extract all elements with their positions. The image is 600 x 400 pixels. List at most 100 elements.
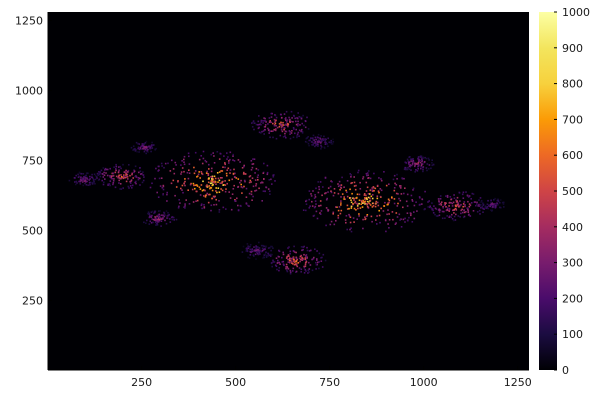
heatmap-cell [286,119,289,121]
heatmap-cell [228,160,230,162]
heatmap-cell [349,173,351,175]
heatmap-cell [365,194,367,197]
heatmap-cell [357,207,359,210]
heatmap-cell [109,167,111,170]
heatmap-cell [349,228,351,231]
heatmap-cell [150,222,153,224]
heatmap-cell [193,172,196,175]
heatmap-cell [405,161,407,164]
heatmap-cell [302,257,304,260]
heatmap-cell [154,148,156,151]
heatmap-cell [310,249,312,252]
heatmap-cell [312,137,314,139]
heatmap-cell [461,208,463,211]
heatmap-cell [224,162,226,164]
heatmap-cell [203,195,205,197]
heatmap-cell [201,207,203,210]
heatmap-cell [93,182,95,185]
heatmap-cell [87,184,90,186]
heatmap-cell [145,146,147,148]
heatmap-cell [264,246,267,248]
heatmap-cell [261,249,264,252]
heatmap-cell [435,215,438,217]
heatmap-cell [143,176,145,178]
heatmap-cell [107,183,109,186]
heatmap-cell [183,170,185,173]
heatmap-cell [133,171,135,174]
heatmap-cell [367,170,370,172]
heatmap-cell [237,209,240,212]
heatmap-cell [501,201,504,204]
heatmap-cell [146,219,148,222]
heatmap-cell [184,205,186,207]
heatmap-cell [296,265,299,268]
heatmap-cell [358,213,360,215]
heatmap-cell [400,193,403,195]
heatmap-cell [387,202,389,204]
heatmap-cell [289,137,292,140]
heatmap-cell [379,221,381,224]
heatmap-cell [308,268,311,270]
heatmap-cell [172,168,175,170]
heatmap-cell [134,147,136,150]
heatmap-cell [247,245,249,248]
heatmap-cluster [479,197,505,212]
heatmap-cell [369,197,371,199]
heatmap-cell [256,252,259,255]
heatmap-cell [249,243,252,246]
heatmap-cell [185,199,187,201]
heatmap-cell [246,250,249,253]
heatmap-cell [275,125,277,127]
heatmap-cell [456,200,458,202]
heatmap-cell [186,171,189,174]
heatmap-cell [193,166,195,169]
heatmap-cell [269,136,271,139]
heatmap-cell [285,267,287,270]
heatmap-cell [420,155,423,157]
heatmap-cell [162,217,164,220]
heatmap-cell [205,161,208,163]
heatmap-cell [130,179,133,181]
heatmap-cell [160,177,163,179]
heatmap-cell [135,180,137,183]
heatmap-cell [163,211,165,214]
heatmap-cell [363,200,366,203]
heatmap-cell [303,245,305,248]
heatmap-cell [343,196,345,198]
heatmap-cell [68,179,71,182]
heatmap-cell [298,257,301,260]
heatmap-cell [423,161,426,163]
heatmap-cell [100,169,103,172]
heatmap-cell [374,203,377,205]
heatmap-cell [248,257,251,259]
x-tick-label: 250 [131,376,152,389]
heatmap-cell [172,179,175,182]
heatmap-cell [129,185,132,187]
heatmap-cell [399,185,401,188]
heatmap-cell [267,247,270,249]
heatmap-cell [316,145,319,147]
heatmap-cell [219,182,221,184]
heatmap-cell [181,184,184,187]
heatmap-cell [464,204,466,206]
heatmap-cell [258,115,260,117]
heatmap-cell [128,164,130,166]
heatmap-cell [410,160,412,162]
heatmap-cell [291,270,294,272]
heatmap-cell [206,170,208,173]
heatmap-cell [125,180,128,183]
heatmap-cell [445,195,447,197]
heatmap-cell [415,201,417,203]
heatmap-cell [252,121,254,124]
heatmap-cell [495,203,498,206]
heatmap-cell [292,127,295,129]
heatmap-cell [364,200,367,203]
heatmap-cell [104,178,106,180]
heatmap-cell [352,197,354,199]
heatmap-cell [452,209,454,212]
heatmap-cell [260,250,263,253]
heatmap-cell [478,205,481,207]
heatmap-cell [224,163,226,166]
heatmap-cell [502,201,505,204]
heatmap-cell [127,169,130,172]
